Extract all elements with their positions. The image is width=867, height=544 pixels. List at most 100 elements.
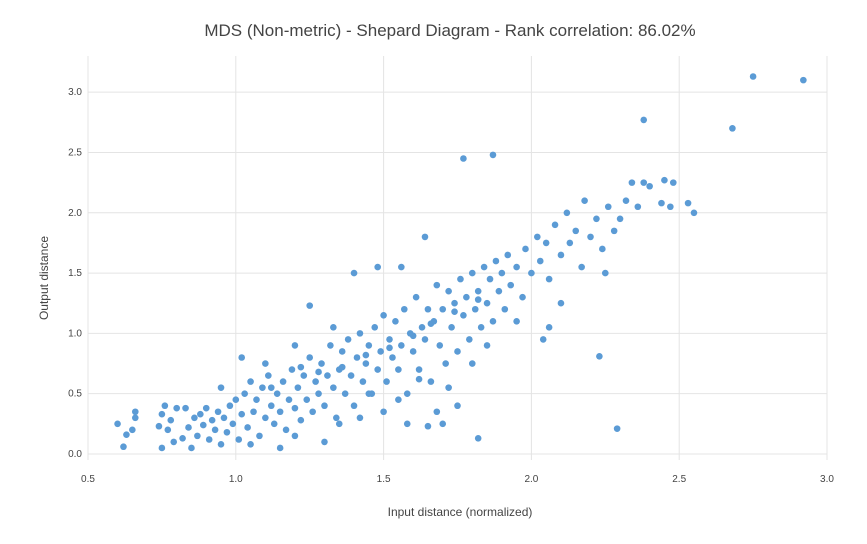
scatter-point [489, 151, 497, 159]
y-tick-label: 0.0 [68, 449, 82, 460]
scatter-point [403, 390, 411, 397]
scatter-point [471, 305, 479, 313]
scatter-point [610, 227, 618, 235]
scatter-point [599, 245, 606, 253]
scatter-point [412, 293, 420, 301]
scatter-point [528, 269, 535, 277]
scatter-point [522, 245, 529, 253]
scatter-point [309, 408, 316, 416]
x-tick-label: 2.0 [524, 474, 538, 485]
scatter-point [229, 420, 237, 428]
scatter-point [557, 251, 565, 259]
scatter-point [495, 287, 503, 295]
scatter-point [602, 269, 609, 277]
scatter-point [513, 263, 520, 271]
x-tick-label: 0.5 [81, 474, 95, 485]
scatter-point [250, 408, 257, 416]
scatter-point [356, 330, 364, 337]
scatter-point [749, 73, 757, 80]
scatter-point [486, 275, 494, 283]
scatter-point [403, 420, 411, 428]
scatter-point [418, 324, 426, 331]
scatter-point [202, 404, 210, 412]
scatter-point [291, 404, 299, 412]
scatter-point [398, 342, 405, 349]
scatter-point [667, 203, 674, 211]
scatter-point [513, 318, 520, 325]
scatter-point [161, 402, 169, 410]
scatter-point [259, 384, 266, 391]
scatter-point [466, 336, 473, 343]
scatter-point [350, 269, 358, 277]
scatter-point [454, 348, 461, 355]
scatter-point [362, 360, 370, 367]
scatter-point [377, 348, 384, 355]
scatter-point [155, 422, 163, 430]
scatter-point [578, 263, 585, 271]
scatter-point [315, 390, 322, 397]
scatter-point [427, 320, 435, 328]
scatter-point [457, 275, 464, 283]
scatter-point [194, 432, 201, 440]
scatter-point [563, 209, 571, 217]
scatter-point [217, 384, 225, 391]
scatter-point [596, 352, 603, 360]
scatter-point [800, 76, 807, 84]
scatter-point [616, 215, 624, 223]
scatter-point [587, 233, 594, 241]
scatter-point [131, 414, 139, 422]
scatter-point [321, 402, 328, 410]
scatter-point [498, 269, 506, 277]
y-tick-label: 1.0 [68, 328, 82, 339]
scatter-point [238, 410, 246, 418]
scatter-point [123, 431, 130, 438]
scatter-point [545, 275, 553, 283]
scatter-point [312, 378, 319, 385]
scatter-point [338, 363, 346, 371]
scatter-point [350, 402, 358, 410]
scatter-point [634, 203, 642, 211]
scatter-point [389, 354, 396, 361]
scatter-point [291, 342, 299, 349]
scatter-point [463, 293, 470, 301]
scatter-point [421, 336, 429, 343]
scatter-point [483, 342, 491, 349]
data-points [114, 73, 807, 452]
x-axis-label: Input distance (normalized) [388, 505, 533, 519]
scatter-point [729, 125, 736, 132]
scatter-point [445, 287, 452, 295]
scatter-point [167, 416, 175, 424]
scatter-point [129, 426, 136, 434]
scatter-point [297, 416, 305, 424]
scatter-point [347, 372, 355, 379]
scatter-point [262, 360, 269, 367]
scatter-point [483, 299, 491, 307]
scatter-point [439, 305, 447, 313]
scatter-point [640, 116, 648, 124]
scatter-point [306, 354, 314, 361]
scatter-point [188, 444, 195, 452]
scatter-point [241, 390, 248, 397]
scatter-point [344, 336, 352, 343]
scatter-point [474, 296, 482, 303]
scatter-point [214, 408, 222, 416]
scatter-point [208, 416, 216, 424]
scatter-point [179, 434, 186, 442]
x-tick-label: 1.5 [377, 474, 391, 485]
scatter-point [566, 239, 574, 247]
scatter-point [398, 263, 405, 271]
scatter-point [451, 299, 458, 307]
scatter-point [628, 179, 636, 186]
scatter-point [191, 414, 198, 422]
scatter-point [276, 444, 284, 452]
scatter-point [395, 366, 402, 373]
scatter-point [247, 378, 254, 385]
scatter-point [365, 390, 373, 397]
scatter-point [220, 414, 228, 422]
scatter-point [333, 414, 340, 422]
scatter-point [374, 366, 381, 373]
scatter-point [182, 404, 189, 412]
scatter-point [341, 390, 349, 397]
scatter-point [374, 263, 381, 271]
